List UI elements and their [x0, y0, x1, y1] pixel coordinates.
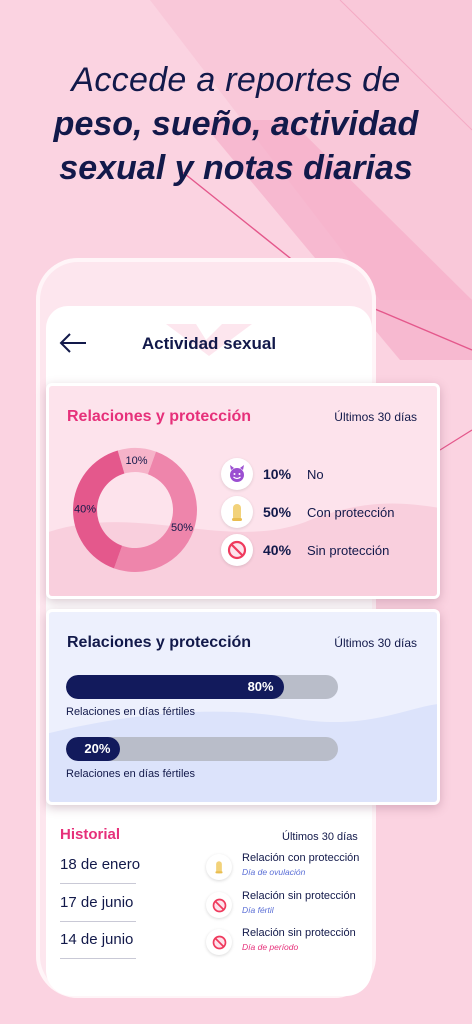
history-subtext: Día de ovulación	[242, 867, 306, 877]
history-item[interactable]: 18 de enero Relación con protección Día …	[60, 850, 360, 888]
devil-face-icon	[221, 458, 253, 490]
arrow-left-icon[interactable]	[58, 332, 88, 354]
progress-fill: 20%	[66, 737, 121, 761]
legend-row-protected: 50% Con protección	[221, 496, 431, 528]
bar-caption: Relaciones en días fértiles	[66, 706, 196, 718]
headline-line-2: peso, sueño, actividad	[53, 105, 419, 143]
history-subtext: Día de período	[242, 942, 299, 952]
donut-slice-no	[117, 448, 157, 475]
divider	[60, 958, 136, 959]
donut-label: 50%	[171, 522, 193, 534]
legend-pct: 50%	[263, 504, 292, 520]
history-text: Relación con protección	[242, 852, 360, 864]
legend-row-unprotected: 40% Sin protección	[221, 534, 431, 566]
legend-label: Con protección	[307, 505, 395, 520]
headline-line-1: Accede a reportes de	[71, 61, 401, 99]
screen-title: Actividad sexual	[141, 334, 277, 353]
bar-caption: Relaciones en días fértiles	[66, 768, 196, 780]
divider	[60, 883, 136, 884]
legend-pct: 10%	[263, 466, 292, 482]
condom-icon	[206, 854, 232, 880]
headline-line-3: sexual y notas diarias	[59, 149, 413, 187]
promo-headline: Accede a reportes de peso, sueño, activi…	[0, 58, 472, 190]
history-date: 14 de junio	[60, 931, 134, 948]
card-period: Últimos 30 días	[334, 636, 417, 650]
history-title: Historial	[60, 826, 121, 843]
history-text: Relación sin protección	[242, 890, 356, 902]
condom-icon	[221, 496, 253, 528]
legend-label: No	[307, 467, 324, 482]
protection-donut-chart: 10% 50% 40%	[73, 448, 197, 572]
history-date: 18 de enero	[60, 856, 141, 873]
relations-protection-card: Relaciones y protección Últimos 30 días …	[46, 383, 440, 599]
progress-bar-1: 80%	[66, 675, 338, 699]
card-title: Relaciones y protección	[67, 634, 252, 651]
history-text: Relación sin protección	[242, 927, 356, 939]
progress-fill: 80%	[66, 675, 284, 699]
donut-slice-unprotected	[73, 450, 125, 569]
prohibited-icon	[206, 929, 232, 955]
history-item[interactable]: 17 de junio Relación sin protección Día …	[60, 888, 360, 926]
donut-label: 40%	[74, 503, 96, 515]
card-title: Relaciones y protección	[67, 408, 252, 425]
fertile-days-card: Relaciones y protección Últimos 30 días …	[46, 609, 440, 805]
legend-label: Sin protección	[307, 543, 390, 558]
prohibited-icon	[206, 892, 232, 918]
history-subtext: Día fértil	[242, 905, 274, 915]
progress-bar-2: 20%	[66, 737, 338, 761]
legend-pct: 40%	[263, 542, 292, 558]
history-date: 17 de junio	[60, 894, 134, 911]
card-period: Últimos 30 días	[334, 410, 417, 424]
header-decoration	[166, 324, 252, 356]
prohibited-icon	[221, 534, 253, 566]
donut-label: 10%	[126, 455, 148, 467]
history-item[interactable]: 14 de junio Relación sin protección Día …	[60, 925, 360, 963]
donut-slice-protected	[113, 451, 197, 572]
history-period: Últimos 30 días	[282, 831, 358, 843]
legend-row-no: 10% No	[221, 458, 431, 490]
divider	[60, 921, 136, 922]
